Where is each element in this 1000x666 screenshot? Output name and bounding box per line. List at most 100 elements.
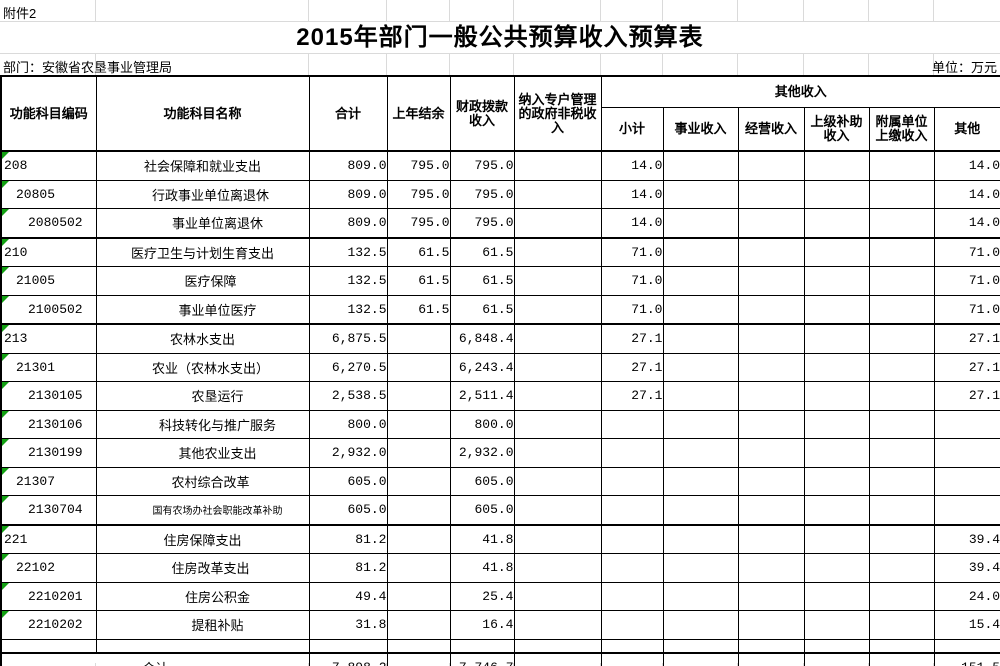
cell-grand-prev-balance[interactable] [386, 651, 451, 666]
cell-nontax[interactable] [513, 294, 602, 325]
cell-subtotal[interactable]: 14.0 [600, 150, 664, 181]
cell-total[interactable]: 6,875.5 [308, 323, 388, 354]
cell-code[interactable]: 22102 [0, 553, 97, 583]
cell-business[interactable] [662, 236, 739, 267]
cell-business[interactable] [662, 523, 739, 554]
cell-other[interactable]: 71.0 [933, 294, 1000, 325]
cell-prev-balance[interactable]: 61.5 [386, 236, 451, 267]
cell-prev-balance[interactable] [386, 495, 451, 525]
cell-business[interactable] [662, 352, 739, 382]
cell-other[interactable]: 14.0 [933, 150, 1000, 181]
cell-name[interactable]: 国有农场办社会职能改革补助 [95, 495, 310, 525]
cell-other[interactable] [933, 495, 1000, 525]
cell-nontax[interactable] [513, 495, 602, 525]
cell-total[interactable]: 81.2 [308, 523, 388, 554]
cell-grand-total-label[interactable]: 合计 [0, 651, 310, 666]
cell-other[interactable]: 71.0 [933, 236, 1000, 267]
cell-superior[interactable] [803, 208, 870, 238]
cell-nontax[interactable] [513, 466, 602, 496]
cell-other[interactable] [933, 409, 1000, 439]
cell-nontax[interactable] [513, 553, 602, 583]
cell-prev-balance[interactable] [386, 553, 451, 583]
cell-superior[interactable] [803, 323, 870, 354]
cell-name[interactable]: 提租补贴 [95, 610, 310, 640]
cell-affiliate[interactable] [868, 438, 935, 468]
cell-fiscal[interactable]: 25.4 [449, 581, 515, 611]
cell-code[interactable]: 2100502 [0, 294, 97, 325]
cell-subtotal[interactable]: 71.0 [600, 266, 664, 296]
cell-operating[interactable] [737, 352, 805, 382]
cell-superior[interactable] [803, 352, 870, 382]
cell-name[interactable]: 事业单位医疗 [95, 294, 310, 325]
cell-empty[interactable] [933, 638, 1000, 653]
cell-empty[interactable] [600, 638, 664, 653]
cell-nontax[interactable] [513, 208, 602, 238]
cell-code[interactable]: 2130106 [0, 409, 97, 439]
cell-nontax[interactable] [513, 523, 602, 554]
cell-empty[interactable] [868, 638, 935, 653]
col-header-other-income-group[interactable]: 其他收入 [600, 75, 1000, 108]
cell-prev-balance[interactable] [386, 438, 451, 468]
col-header-name[interactable]: 功能科目名称 [95, 75, 310, 152]
cell-code[interactable]: 2130704 [0, 495, 97, 525]
cell-name[interactable]: 住房公积金 [95, 581, 310, 611]
cell-empty[interactable] [803, 638, 870, 653]
cell-total[interactable]: 800.0 [308, 409, 388, 439]
cell-operating[interactable] [737, 466, 805, 496]
cell-code[interactable]: 21301 [0, 352, 97, 382]
cell-fiscal[interactable]: 605.0 [449, 495, 515, 525]
cell-other[interactable]: 71.0 [933, 266, 1000, 296]
cell-empty[interactable] [0, 638, 97, 653]
cell-prev-balance[interactable]: 795.0 [386, 179, 451, 209]
cell-subtotal[interactable]: 14.0 [600, 208, 664, 238]
cell-other[interactable]: 27.1 [933, 352, 1000, 382]
cell-empty[interactable] [513, 638, 602, 653]
cell-empty[interactable] [449, 638, 515, 653]
cell-prev-balance[interactable]: 61.5 [386, 266, 451, 296]
cell-subtotal[interactable]: 27.1 [600, 381, 664, 411]
col-header-nontax-special[interactable]: 纳入专户管理的政府非税收入 [513, 75, 602, 152]
cell-code[interactable]: 2130199 [0, 438, 97, 468]
cell-subtotal[interactable] [600, 495, 664, 525]
cell-name[interactable]: 农村综合改革 [95, 466, 310, 496]
cell-name[interactable]: 社会保障和就业支出 [95, 150, 310, 181]
col-header-subtotal[interactable]: 小计 [600, 107, 664, 152]
cell-business[interactable] [662, 610, 739, 640]
cell-total[interactable]: 49.4 [308, 581, 388, 611]
cell-code[interactable]: 210 [0, 236, 97, 267]
cell-code[interactable]: 21307 [0, 466, 97, 496]
cell-other[interactable]: 39.4 [933, 523, 1000, 554]
cell-name[interactable]: 农业（农林水支出） [95, 352, 310, 382]
cell-total[interactable]: 132.5 [308, 266, 388, 296]
col-header-other[interactable]: 其他 [933, 107, 1000, 152]
cell-affiliate[interactable] [868, 523, 935, 554]
cell-empty[interactable] [737, 638, 805, 653]
cell-business[interactable] [662, 581, 739, 611]
cell-total[interactable]: 809.0 [308, 150, 388, 181]
cell-business[interactable] [662, 553, 739, 583]
cell-prev-balance[interactable] [386, 610, 451, 640]
cell-code[interactable]: 2210201 [0, 581, 97, 611]
cell-fiscal[interactable]: 6,848.4 [449, 323, 515, 354]
cell-grand-operating[interactable] [737, 651, 805, 666]
unit-label[interactable]: 单位：万元 [931, 60, 997, 75]
cell-empty[interactable] [662, 638, 739, 653]
cell-fiscal[interactable]: 61.5 [449, 294, 515, 325]
cell-nontax[interactable] [513, 236, 602, 267]
cell-total[interactable]: 6,270.5 [308, 352, 388, 382]
cell-superior[interactable] [803, 466, 870, 496]
cell-nontax[interactable] [513, 352, 602, 382]
cell-prev-balance[interactable] [386, 352, 451, 382]
cell-other[interactable]: 14.0 [933, 179, 1000, 209]
cell-name[interactable]: 农垦运行 [95, 381, 310, 411]
cell-subtotal[interactable]: 71.0 [600, 294, 664, 325]
cell-total[interactable]: 132.5 [308, 236, 388, 267]
cell-nontax[interactable] [513, 409, 602, 439]
cell-fiscal[interactable]: 61.5 [449, 266, 515, 296]
cell-total[interactable]: 2,932.0 [308, 438, 388, 468]
cell-name[interactable]: 医疗保障 [95, 266, 310, 296]
cell-fiscal[interactable]: 795.0 [449, 179, 515, 209]
cell-fiscal[interactable]: 41.8 [449, 553, 515, 583]
cell-business[interactable] [662, 266, 739, 296]
cell-affiliate[interactable] [868, 581, 935, 611]
